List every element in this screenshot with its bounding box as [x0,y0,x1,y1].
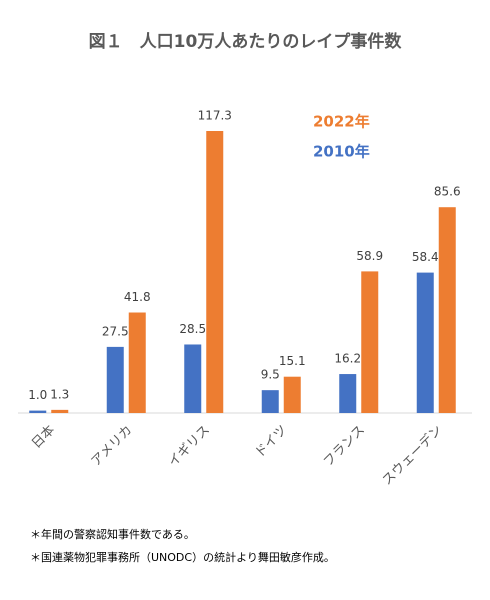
x-tick-label: スウェーデン [379,422,445,488]
value-label: 117.3 [198,109,232,123]
x-tick-label: フランス [321,423,368,470]
bar [416,272,434,413]
bar [361,271,379,413]
legend-label: 2010年 [313,143,370,161]
value-label: 41.8 [124,290,151,304]
value-label: 1.3 [50,387,69,401]
value-label: 28.5 [179,322,206,336]
bar [128,312,146,413]
note: ＊年間の警察認知事件数である。 [30,527,195,541]
chart-title: 図１ 人口10万人あたりのレイプ事件数 [89,31,403,52]
note: ＊国連薬物犯罪事務所（UNODC）の統計より舞田敏彦作成。 [30,550,335,564]
value-label: 58.9 [356,249,383,263]
legend-label: 2022年 [313,113,370,131]
x-tick-label: イギリス [166,423,213,470]
x-tick-label: ドイツ [252,423,290,461]
value-label: 16.2 [334,352,361,366]
bar [283,376,301,413]
value-label: 85.6 [434,185,461,199]
value-label: 27.5 [102,324,129,338]
bar [184,344,202,413]
bar [339,374,357,413]
bar [261,390,279,413]
value-label: 58.4 [412,250,439,264]
value-label: 1.0 [28,388,47,402]
value-label: 15.1 [279,354,306,368]
bar [438,207,456,413]
x-tick-label: 日本 [29,423,58,452]
bar [51,409,69,413]
value-label: 9.5 [261,368,280,382]
bar [29,410,47,413]
bar [206,131,224,413]
x-tick-label: アメリカ [89,423,136,470]
bar [106,346,124,413]
